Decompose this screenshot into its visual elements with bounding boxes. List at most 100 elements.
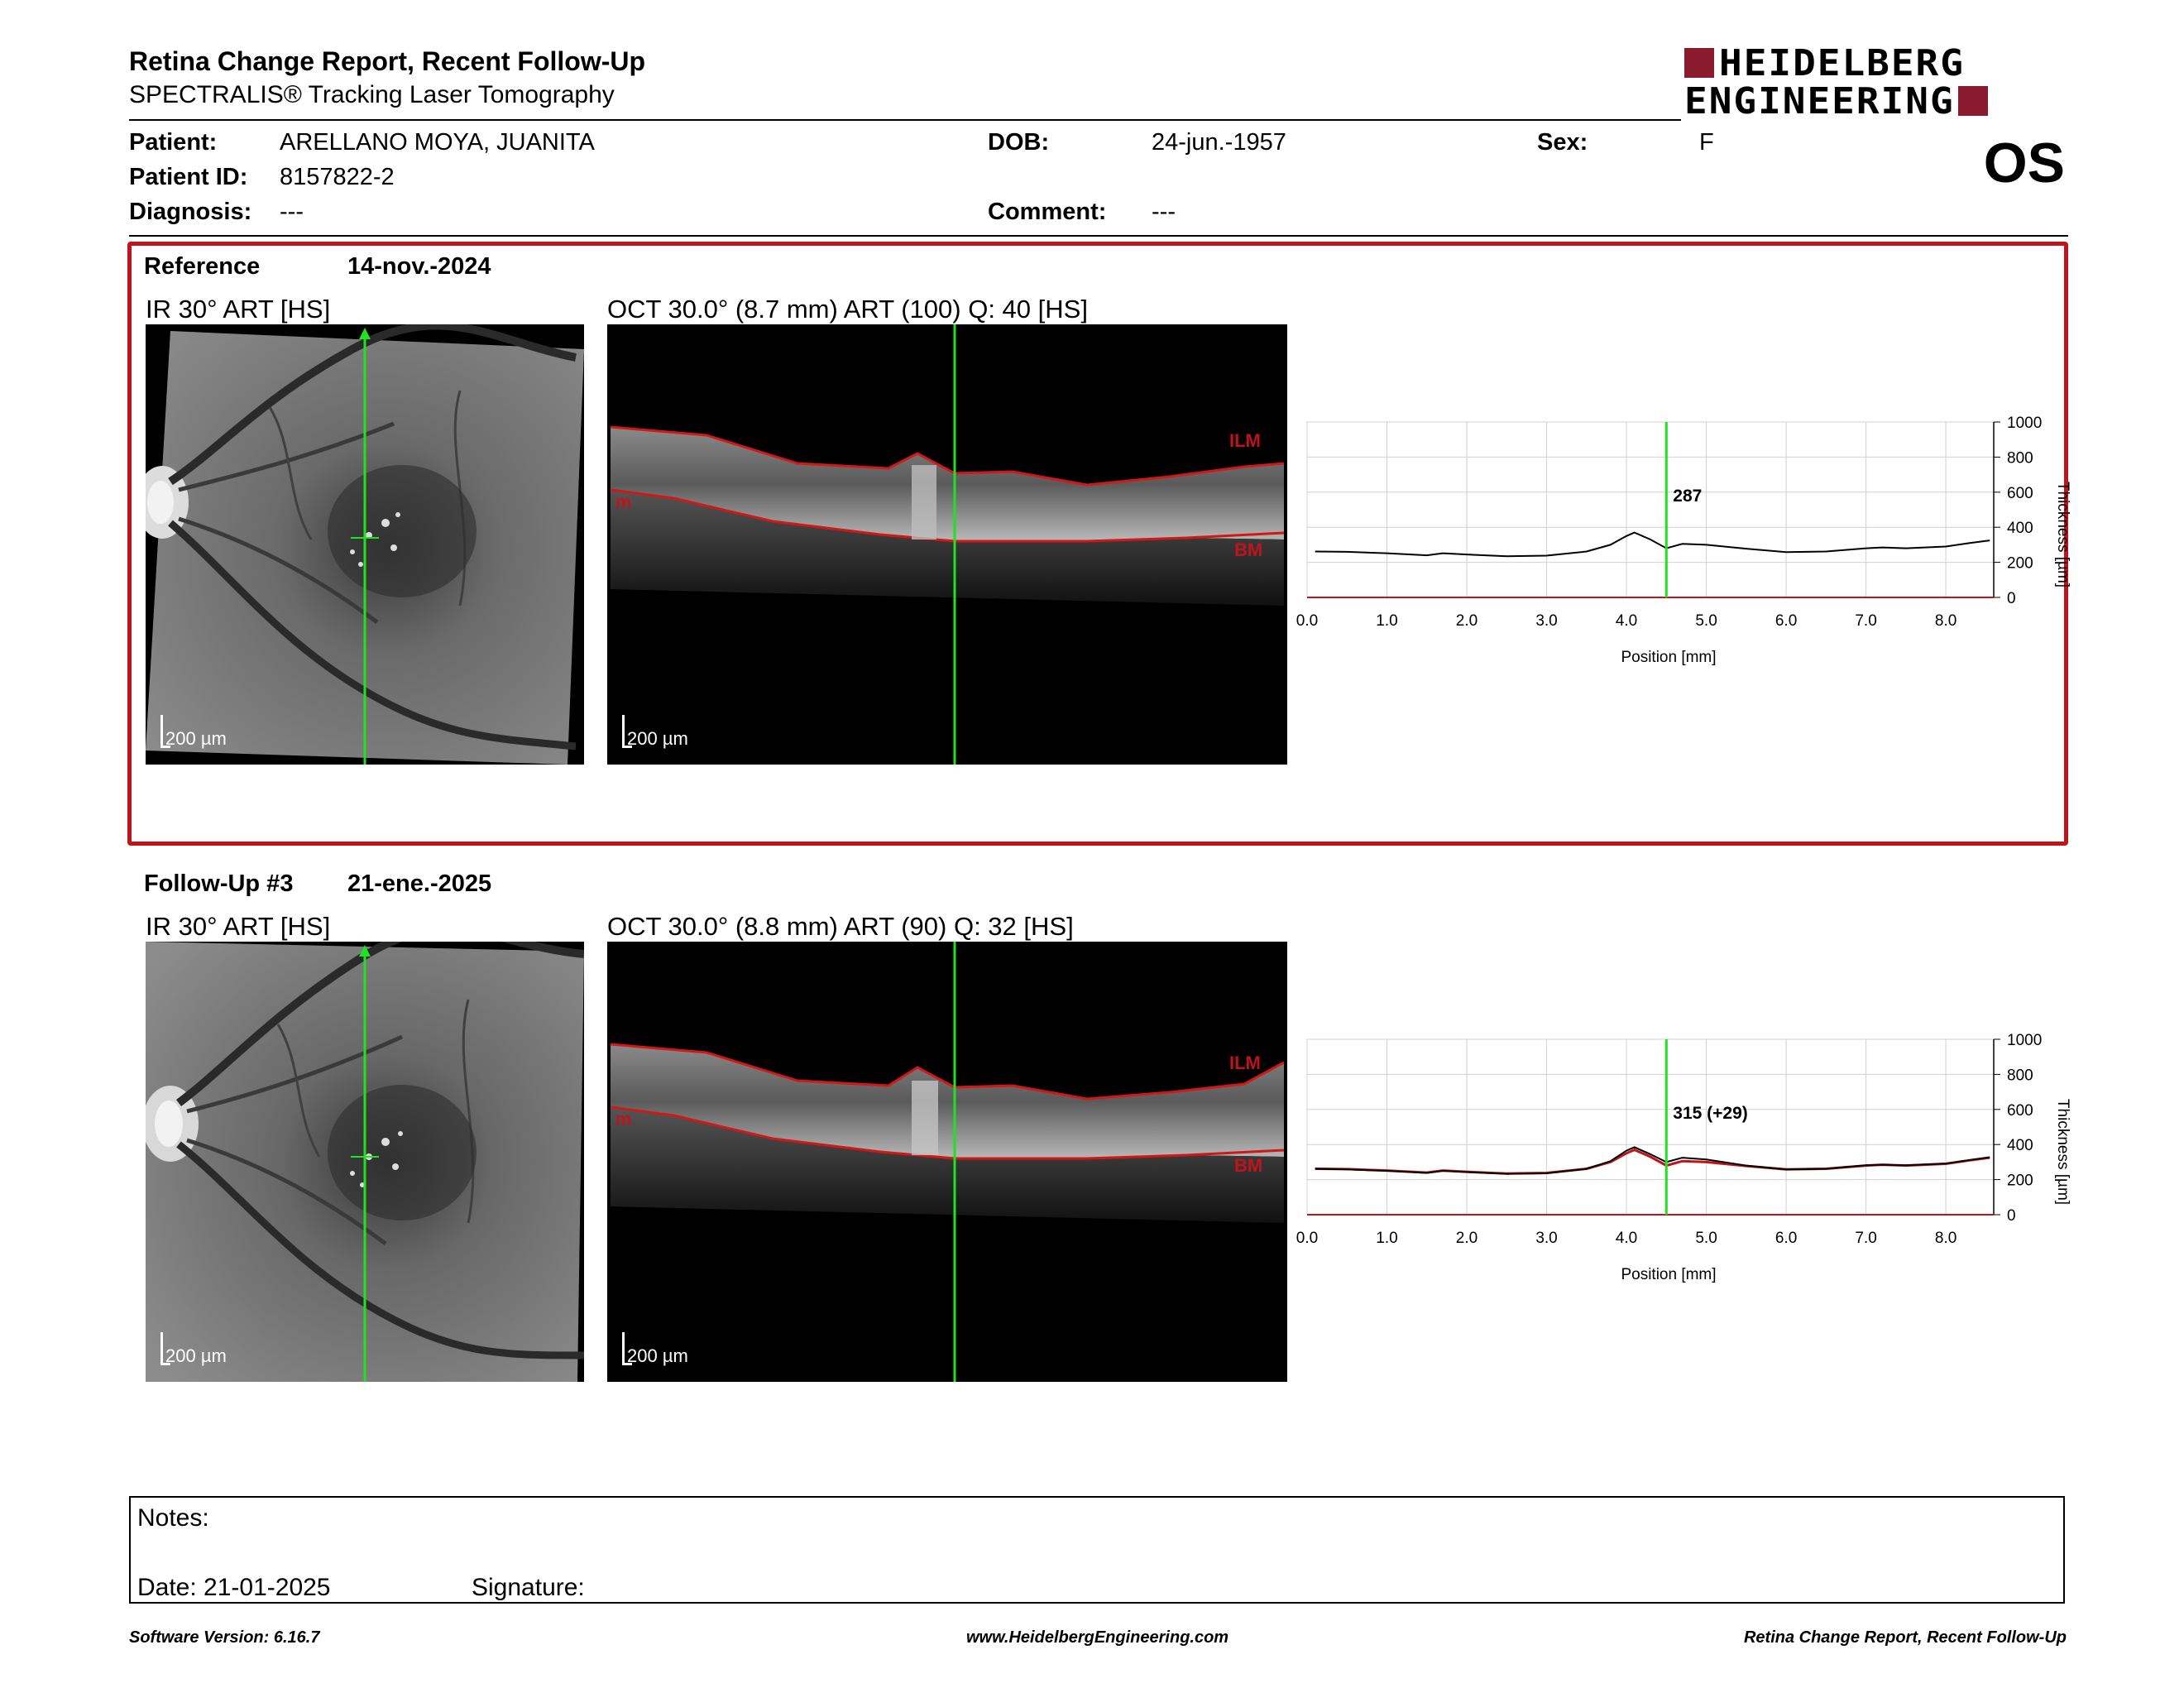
dob-label: DOB: (988, 129, 1050, 156)
patient-name: ARELLANO MOYA, JUANITA (280, 129, 595, 156)
followup-thickness-chart: 0.0 1.0 2.0 3.0 4.0 5.0 6.0 7.0 8.0 0 200 400 600 800… (1296, 1032, 2071, 1283)
reference-label: Reference (144, 253, 261, 280)
scale-bar-icon (622, 746, 632, 748)
ref-x-tick-label: 8.0 (1935, 612, 1956, 630)
ref-y-axis-label: Thickness [µm] (2054, 482, 2071, 587)
followup-ir-image: 200 µm (146, 942, 584, 1382)
patient-name-label: Patient: (129, 129, 218, 156)
reference-date: 14-nov.-2024 (347, 253, 491, 280)
followup-date: 21-ene.-2025 (347, 870, 492, 897)
ref-marker-label: 287 (1673, 487, 1702, 506)
scale-bar-icon (160, 715, 163, 748)
sex-value: F (1699, 129, 1714, 156)
followup-ilm-label: ILM (1229, 1053, 1261, 1073)
diagnosis-value: --- (280, 199, 304, 225)
patient-id: 8157822-2 (280, 164, 395, 190)
fu-x-tick-label: 1.0 (1376, 1230, 1397, 1247)
followup-oct-scale: 200 µm (622, 1332, 688, 1367)
footer-software-version: Software Version: 6.16.7 (129, 1628, 320, 1647)
signature-label: Signature: (472, 1574, 585, 1601)
followup-oct-image: ILM BM m 200 µm (607, 942, 1287, 1382)
fu-y-tick-label: 400 (2007, 1137, 2033, 1154)
reference-ir-image: 200 µm (146, 324, 584, 765)
fu-series-line-1 (1315, 1146, 1990, 1175)
logo-square-icon (1684, 48, 1714, 78)
followup-oct-scale-text: 200 µm (627, 1345, 688, 1366)
scale-bar-icon (622, 1332, 625, 1365)
logo-square-icon (1957, 86, 1988, 116)
ref-series-line-0 (1315, 531, 1990, 558)
ref-x-tick-label: 7.0 (1855, 612, 1876, 630)
reference-ir-scale: 200 µm (160, 715, 227, 750)
header-divider (129, 119, 1681, 121)
patient-id-label: Patient ID: (129, 164, 248, 190)
reference-frame (127, 242, 2068, 846)
followup-label: Follow-Up #3 (144, 870, 294, 897)
reference-oct-scale-text: 200 µm (627, 728, 688, 749)
scale-bar-icon (160, 746, 170, 748)
scale-bar-icon (622, 715, 625, 748)
followup-fundus-graphic (146, 942, 584, 1382)
dob-value: 24-jun.-1957 (1152, 129, 1286, 156)
scale-bar-icon (160, 1332, 163, 1365)
fu-x-tick-label: 5.0 (1695, 1230, 1717, 1247)
eye-indicator: OS (1983, 132, 2065, 194)
ref-plot-area (1306, 421, 1995, 598)
fu-x-tick-label: 2.0 (1456, 1230, 1478, 1247)
ref-x-tick-label: 2.0 (1456, 612, 1478, 630)
fu-y-tick-label: 600 (2007, 1102, 2033, 1120)
sex-label: Sex: (1537, 129, 1588, 156)
logo-line-2: ENGINEERING (1684, 79, 1955, 122)
fu-x-tick-label: 3.0 (1535, 1230, 1557, 1247)
diagnosis-label: Diagnosis: (129, 199, 252, 225)
ref-x-tick-label: 0.0 (1296, 612, 1318, 630)
fu-x-tick-label: 7.0 (1855, 1230, 1876, 1247)
footer-website[interactable]: www.HeidelbergEngineering.com (966, 1628, 1229, 1647)
scale-bar-icon (160, 1363, 170, 1365)
ref-y-tick-label: 0 (2007, 590, 2016, 607)
fu-x-tick-label: 4.0 (1616, 1230, 1637, 1247)
fu-y-tick-label: 800 (2007, 1067, 2033, 1084)
fu-y-tick-label: 0 (2007, 1207, 2016, 1225)
notes-date: Date: 21-01-2025 (137, 1574, 331, 1601)
reference-oct-title: OCT 30.0° (8.7 mm) ART (100) Q: 40 [HS] (607, 295, 1088, 324)
followup-oct-title: OCT 30.0° (8.8 mm) ART (90) Q: 32 [HS] (607, 912, 1074, 941)
ref-y-tick-label: 1000 (2007, 415, 2042, 432)
ref-y-tick-label: 800 (2007, 449, 2033, 467)
fu-x-axis-label: Position [mm] (1621, 1266, 1716, 1283)
fu-x-tick-label: 6.0 (1775, 1230, 1797, 1247)
reference-oct-scale: 200 µm (622, 715, 688, 750)
fu-x-tick-label: 8.0 (1935, 1230, 1956, 1247)
ref-x-tick-label: 6.0 (1775, 612, 1797, 630)
report-title: Retina Change Report, Recent Follow-Up (129, 46, 646, 76)
notes-box[interactable]: Notes: Date: 21-01-2025 Signature: (129, 1496, 2065, 1604)
reference-ilm-label: ILM (1229, 430, 1261, 451)
scale-bar-icon (622, 1363, 632, 1365)
followup-m-label: m (615, 1109, 632, 1129)
ref-x-tick-label: 5.0 (1695, 612, 1717, 630)
reference-ir-scale-text: 200 µm (165, 728, 227, 749)
followup-ir-scale-text: 200 µm (165, 1345, 227, 1366)
fu-plot-area (1306, 1038, 1995, 1216)
reference-oct-image: ILM BM m 200 µm (607, 324, 1287, 765)
ref-x-axis-label: Position [mm] (1621, 649, 1716, 666)
comment-value: --- (1152, 199, 1176, 225)
notes-label: Notes: (137, 1504, 209, 1532)
fu-y-tick-label: 200 (2007, 1172, 2033, 1190)
footer-report-name: Retina Change Report, Recent Follow-Up (1743, 1628, 2067, 1647)
heidelberg-logo: HEIDELBERG ENGINEERING (1684, 41, 2068, 122)
followup-bm-label: BM (1234, 1155, 1262, 1176)
report-subtitle: SPECTRALIS® Tracking Laser Tomography (129, 81, 615, 108)
reference-m-label: m (615, 492, 632, 512)
logo-line-1: HEIDELBERG (1719, 41, 1965, 84)
fu-marker-label: 315 (+29) (1673, 1104, 1747, 1123)
patient-divider (129, 235, 2068, 237)
ref-y-tick-label: 400 (2007, 520, 2033, 537)
ref-x-tick-label: 3.0 (1535, 612, 1557, 630)
comment-label: Comment: (988, 199, 1107, 225)
reference-bm-label: BM (1234, 539, 1262, 560)
followup-oct-graphic: ILM BM m (610, 942, 1285, 1382)
fu-y-axis-label: Thickness [µm] (2054, 1099, 2071, 1205)
fu-y-tick-label: 1000 (2007, 1032, 2042, 1049)
followup-ir-scale: 200 µm (160, 1332, 227, 1367)
